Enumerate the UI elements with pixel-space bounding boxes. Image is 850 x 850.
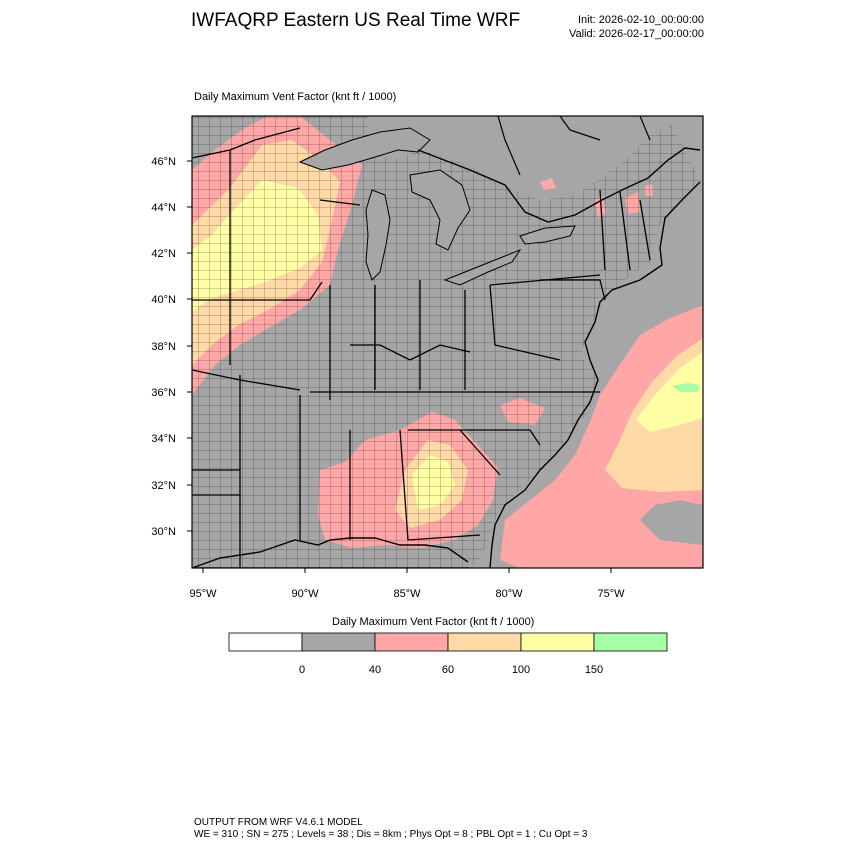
coastline-canada-north	[497, 116, 651, 176]
lon-tick-label: 85°W	[393, 588, 421, 600]
map-subtitle: Daily Maximum Vent Factor (knt ft / 1000…	[194, 91, 397, 103]
lat-tick-label: 44°N	[151, 202, 176, 214]
map-field	[192, 116, 703, 568]
lake-superior	[298, 127, 431, 171]
field-speck-ne-1	[540, 178, 556, 190]
lake-erie	[443, 248, 522, 286]
lat-tick-label: 46°N	[151, 156, 176, 168]
map-frame	[191, 115, 704, 569]
legend-colorbar	[228, 632, 668, 652]
lat-tick-label: 34°N	[151, 433, 176, 445]
lake-huron	[409, 169, 471, 251]
legend-bin	[520, 632, 595, 652]
model-info-line2: WE = 310 ; SN = 275 ; Levels = 38 ; Dis …	[194, 829, 588, 840]
field-atlantic-gray	[640, 500, 703, 545]
legend-boundary-label: 100	[512, 664, 530, 676]
legend-boundary-label: 60	[442, 664, 454, 676]
lon-tick-label: 90°W	[291, 588, 319, 600]
model-info-line1: OUTPUT FROM WRF V4.6.1 MODEL	[194, 817, 363, 828]
lat-tick-label: 30°N	[151, 526, 176, 538]
legend-bin	[228, 632, 303, 652]
lat-tick-label: 40°N	[151, 294, 176, 306]
init-time: Init: 2026-02-10_00:00:00	[578, 14, 704, 26]
lake-michigan	[365, 189, 391, 281]
page-title: IWFAQRP Eastern US Real Time WRF	[191, 10, 521, 31]
lat-tick-label: 32°N	[151, 480, 176, 492]
lake-ontario	[519, 225, 576, 245]
field-band-atlantic-100-150	[636, 352, 703, 432]
legend-bin	[593, 632, 668, 652]
legend-bin	[447, 632, 522, 652]
legend-boundary-label: 0	[299, 664, 305, 676]
lon-tick-label: 80°W	[495, 588, 523, 600]
legend-title: Daily Maximum Vent Factor (knt ft / 1000…	[332, 616, 535, 628]
lat-tick-label: 38°N	[151, 341, 176, 353]
coastline-gulf	[192, 537, 469, 568]
coastline-north	[192, 127, 701, 223]
valid-time: Valid: 2026-02-17_00:00:00	[569, 28, 704, 40]
legend-boundary-label: 40	[369, 664, 381, 676]
legend-boundary-label: 150	[585, 664, 603, 676]
lat-tick-label: 36°N	[151, 387, 176, 399]
lon-tick-label: 95°W	[189, 588, 217, 600]
lat-tick-label: 42°N	[151, 248, 176, 260]
lat-axis: 46°N 44°N 42°N 40°N 38°N 36°N 34°N 32°N 30°N	[151, 156, 192, 538]
legend-labels: 0 40 60 100 150	[299, 664, 603, 676]
lon-axis: 95°W 90°W 85°W 80°W 75°W	[189, 568, 625, 600]
legend-bin	[301, 632, 376, 652]
legend-bin	[374, 632, 449, 652]
lon-tick-label: 75°W	[597, 588, 625, 600]
field-band-atlantic-150-plus	[672, 383, 700, 392]
coastline-east	[489, 181, 701, 568]
field-band-atlantic-40-60	[500, 305, 703, 568]
state-boundaries	[192, 150, 651, 568]
